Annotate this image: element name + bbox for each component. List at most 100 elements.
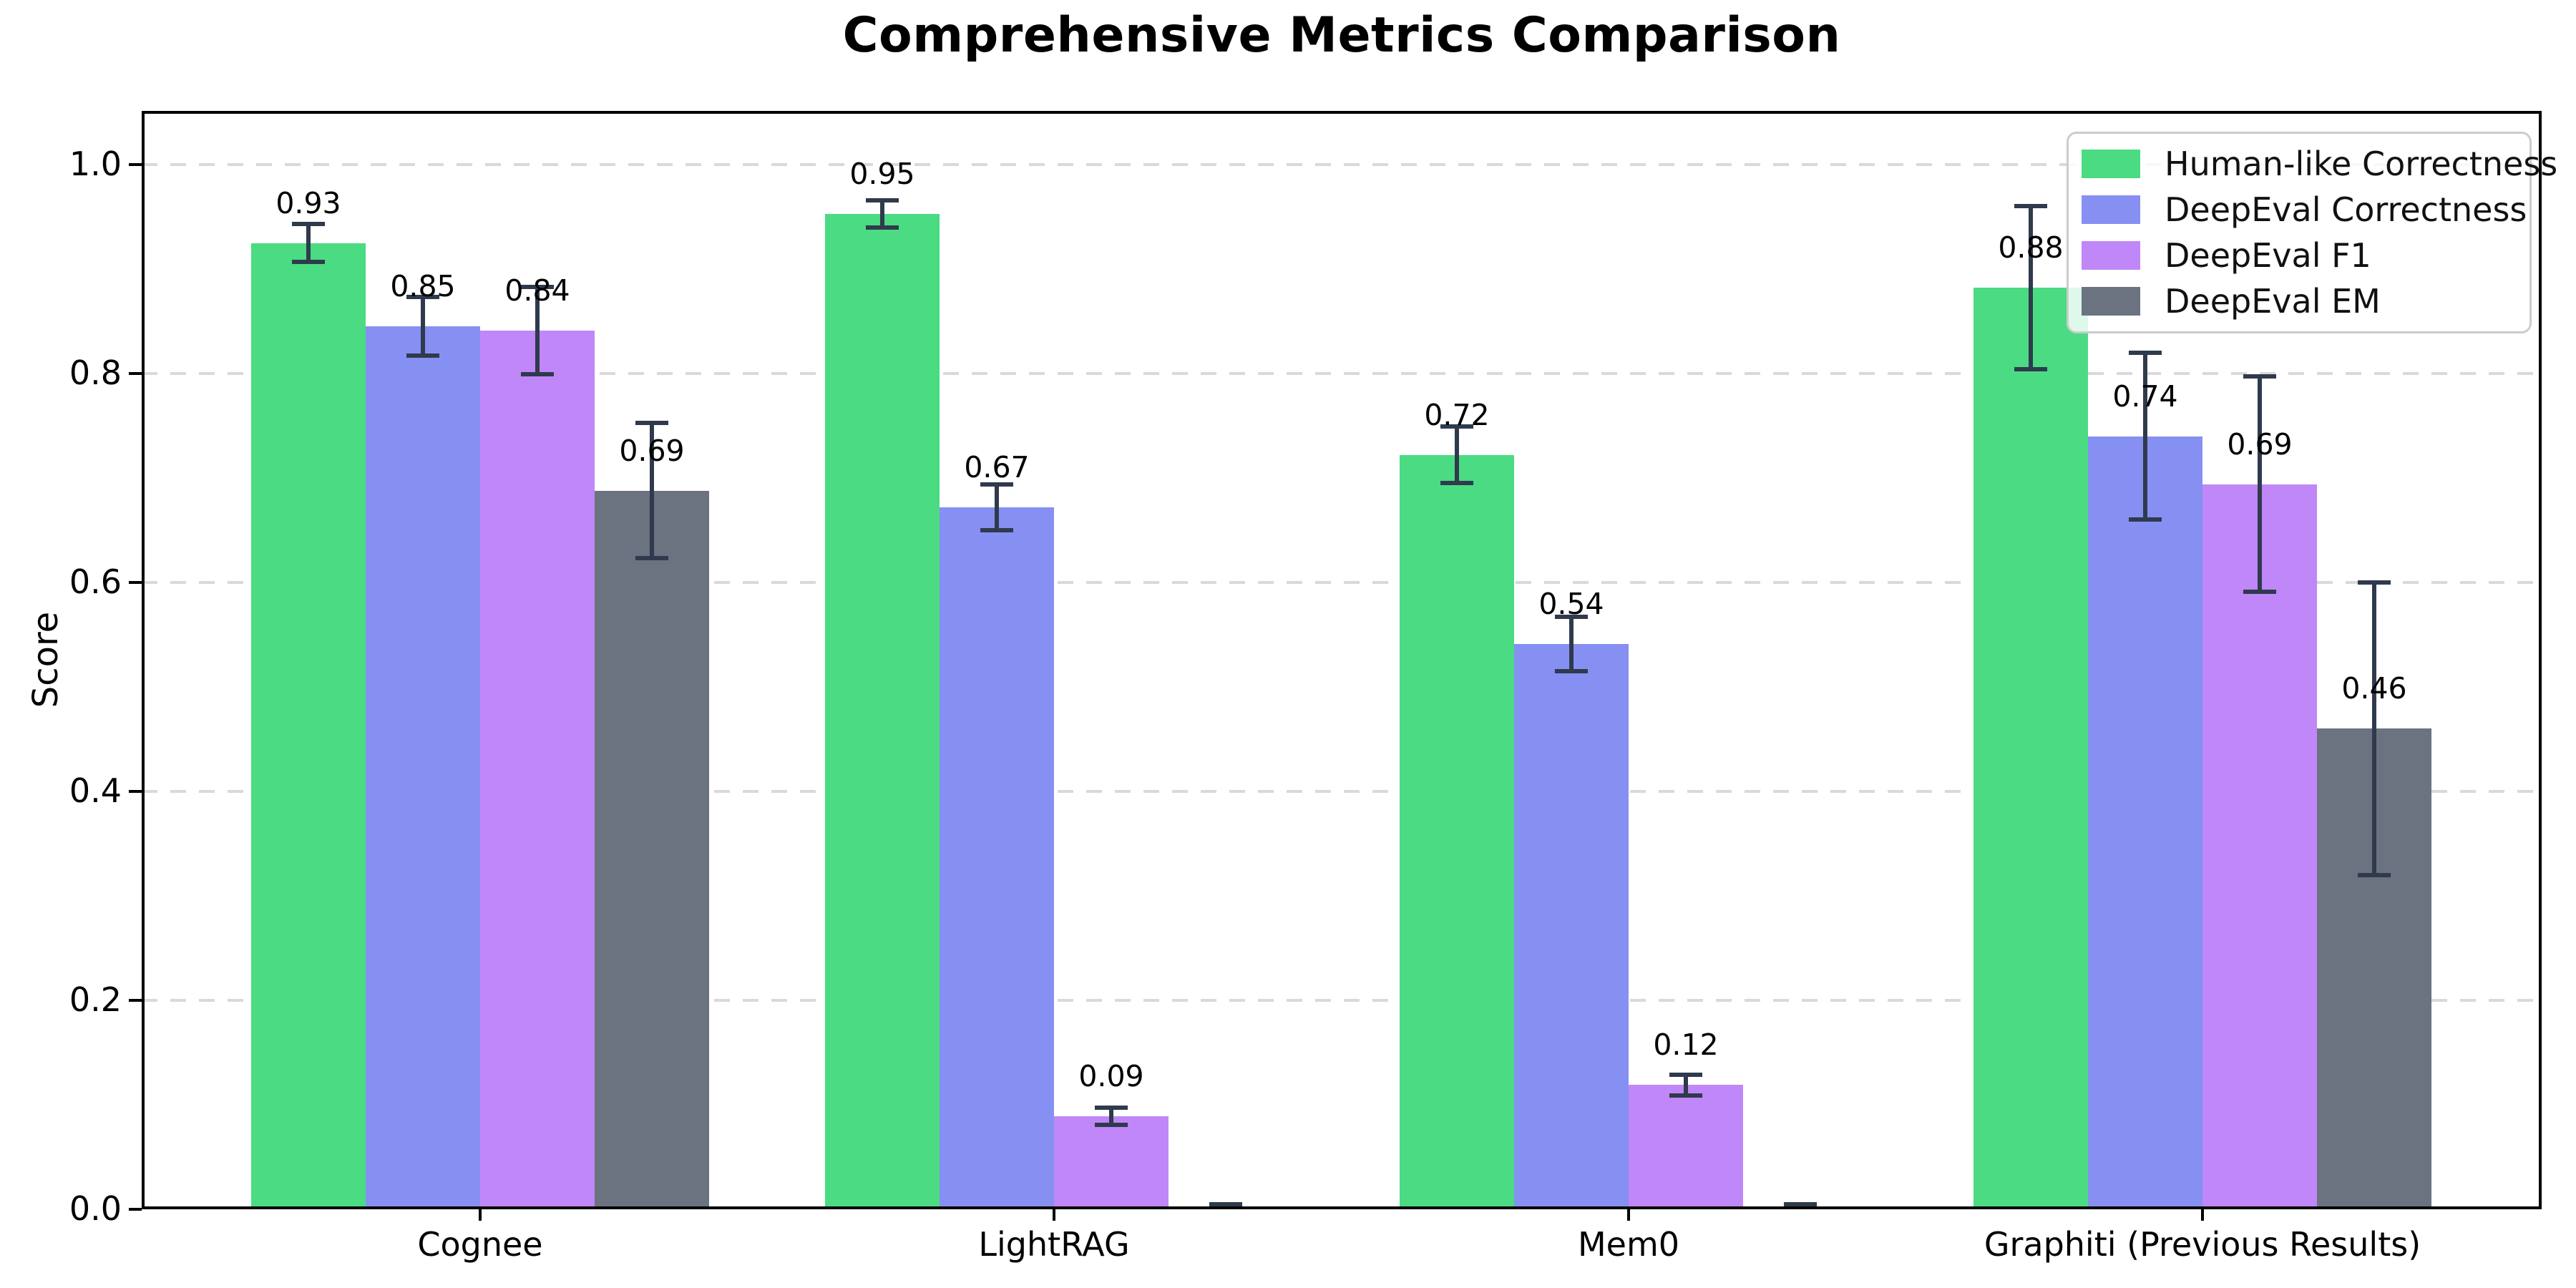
y-tick-mark: [129, 581, 142, 584]
bar-human-like-correctness: [251, 243, 366, 1209]
x-tick-mark: [2201, 1209, 2204, 1221]
bar-value-label: 0.72: [1424, 397, 1490, 432]
y-tick-mark: [129, 999, 142, 1002]
error-bar-cap-bottom: [2014, 367, 2047, 372]
error-bar-line: [650, 422, 654, 559]
error-bar-cap-top: [2358, 580, 2391, 585]
legend-label: Human-like Correctness: [2165, 145, 2558, 183]
bar-deepeval-correctness: [940, 507, 1054, 1209]
error-bar-cap-bottom: [2243, 590, 2276, 595]
error-bar-cap-top: [1784, 1201, 1817, 1206]
error-bar-cap-top: [2243, 374, 2276, 379]
bar-deepeval-f1: [1629, 1085, 1743, 1209]
y-axis-label: Score: [26, 611, 66, 708]
error-bar-cap-bottom: [1555, 669, 1588, 674]
bar-human-like-correctness: [825, 213, 940, 1209]
x-tick-label: LightRAG: [978, 1225, 1130, 1264]
error-bar-cap-top: [292, 222, 325, 227]
error-bar-cap-top: [980, 482, 1013, 487]
error-bar-line: [1684, 1074, 1688, 1096]
x-tick-label: Graphiti (Previous Results): [1984, 1225, 2421, 1264]
bar-deepeval-correctness: [2088, 436, 2202, 1209]
error-bar-cap-top: [2129, 350, 2162, 355]
error-bar-cap-top: [1095, 1106, 1128, 1111]
legend-item-4: DeepEval EM: [2082, 282, 2517, 321]
legend-swatch-icon: [2082, 241, 2140, 270]
chart-title: Comprehensive Metrics Comparison: [842, 7, 1841, 64]
y-gridline: [142, 163, 2542, 166]
bar-value-label: 0.69: [2227, 426, 2293, 462]
y-tick-label: 0.2: [69, 980, 122, 1019]
y-gridline: [142, 581, 2542, 584]
legend-swatch-icon: [2082, 150, 2140, 178]
bar-deepeval-f1: [2202, 484, 2317, 1209]
y-gridline: [142, 790, 2542, 793]
error-bar-cap-top: [1555, 615, 1588, 620]
bar-deepeval-f1: [480, 331, 595, 1209]
error-bar-cap-top: [866, 197, 899, 203]
bar-value-label: 0.85: [390, 269, 456, 304]
y-tick-mark: [129, 1208, 142, 1211]
error-bar-cap-bottom: [1440, 481, 1473, 486]
error-bar-cap-bottom: [1669, 1093, 1702, 1098]
y-tick-mark: [129, 790, 142, 793]
error-bar-cap-top: [1440, 424, 1473, 429]
bar-value-label: 0.69: [619, 433, 685, 468]
y-tick-label: 0.0: [69, 1189, 122, 1228]
error-bar-cap-top: [1669, 1072, 1702, 1077]
legend: Human-like Correctness DeepEval Correctne…: [2067, 132, 2557, 333]
error-bar-cap-top: [2014, 204, 2047, 209]
bar-value-label: 0.46: [2341, 671, 2407, 706]
legend-label: DeepEval EM: [2165, 282, 2381, 321]
error-bar-line: [1109, 1108, 1113, 1125]
error-bar-line: [2143, 352, 2147, 520]
error-bar-line: [2029, 206, 2033, 370]
y-tick-label: 0.4: [69, 771, 122, 810]
error-bar-cap-bottom: [2358, 872, 2391, 877]
x-tick-mark: [479, 1209, 482, 1221]
bar-value-label: 0.93: [275, 185, 341, 220]
bar-value-label: 0.88: [1998, 230, 2064, 265]
error-bar-line: [535, 286, 540, 375]
error-bar-cap-bottom: [521, 372, 554, 377]
bar-deepeval-correctness: [366, 326, 480, 1209]
y-gridline: [142, 372, 2542, 375]
error-bar-cap-bottom: [980, 528, 1013, 532]
bar-deepeval-f1: [1054, 1116, 1169, 1209]
legend-item-1: Human-like Correctness: [2082, 145, 2557, 183]
y-tick-label: 0.6: [69, 562, 122, 601]
legend-swatch-icon: [2082, 287, 2140, 316]
x-tick-label: Cognee: [417, 1225, 543, 1264]
error-bar-cap-top: [406, 295, 439, 300]
error-bar-line: [1569, 617, 1574, 672]
error-bar-cap-top: [1209, 1201, 1242, 1206]
legend-swatch-icon: [2082, 195, 2140, 224]
y-tick-label: 0.8: [69, 353, 122, 392]
error-bar-line: [2372, 582, 2376, 875]
x-tick-mark: [1053, 1209, 1055, 1221]
error-bar-cap-bottom: [635, 556, 668, 561]
bar-value-label: 0.74: [2112, 379, 2178, 414]
bar-value-label: 0.09: [1078, 1059, 1144, 1094]
bar-value-label: 0.67: [964, 449, 1030, 484]
error-bar-line: [880, 200, 884, 228]
y-tick-label: 1.0: [69, 145, 122, 183]
bar-deepeval-correctness: [1514, 644, 1629, 1209]
x-tick-mark: [1627, 1209, 1630, 1221]
bar-value-label: 0.54: [1538, 587, 1604, 622]
error-bar-cap-bottom: [406, 353, 439, 358]
error-bar-cap-top: [521, 284, 554, 289]
error-bar-line: [306, 224, 311, 262]
bar-value-label: 0.84: [504, 273, 570, 308]
legend-item-3: DeepEval F1: [2082, 236, 2517, 275]
bar-human-like-correctness: [1974, 288, 2088, 1209]
bar-human-like-correctness: [1400, 454, 1514, 1209]
bar-deepeval-em: [595, 490, 709, 1209]
error-bar-line: [1455, 426, 1459, 484]
legend-item-2: DeepEval Correctness: [2082, 190, 2527, 229]
error-bar-cap-bottom: [1095, 1122, 1128, 1127]
legend-label: DeepEval F1: [2165, 236, 2371, 275]
error-bar-line: [2258, 376, 2262, 592]
x-tick-label: Mem0: [1577, 1225, 1680, 1264]
